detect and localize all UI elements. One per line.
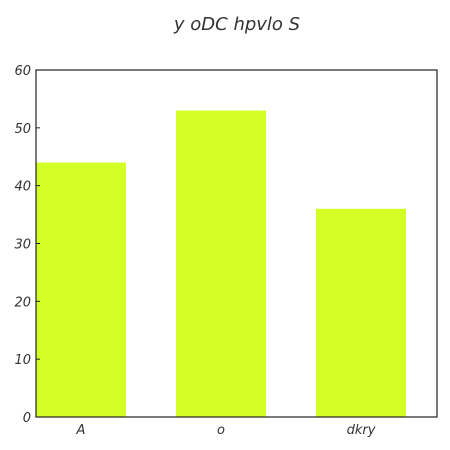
y-tick-label: 0 bbox=[23, 411, 31, 426]
y-tick-label: 60 bbox=[14, 64, 31, 79]
bar-A bbox=[36, 162, 126, 417]
bar-o bbox=[176, 110, 266, 417]
x-tick-label: A bbox=[76, 423, 86, 438]
y-axis: 0 10 20 30 40 50 60 bbox=[14, 64, 40, 426]
y-tick-label: 40 bbox=[14, 180, 31, 195]
chart-title: y oDC hpvlo S bbox=[173, 14, 300, 35]
bars-group bbox=[36, 110, 406, 417]
y-tick-label: 50 bbox=[14, 122, 31, 137]
y-tick-label: 30 bbox=[14, 238, 31, 253]
y-tick-label: 20 bbox=[14, 295, 31, 310]
x-tick-label: dkry bbox=[347, 423, 376, 438]
bar-dkry bbox=[316, 208, 406, 417]
x-tick-label: o bbox=[217, 423, 225, 438]
y-tick-label: 10 bbox=[14, 353, 31, 368]
plot-frame bbox=[35, 69, 438, 418]
